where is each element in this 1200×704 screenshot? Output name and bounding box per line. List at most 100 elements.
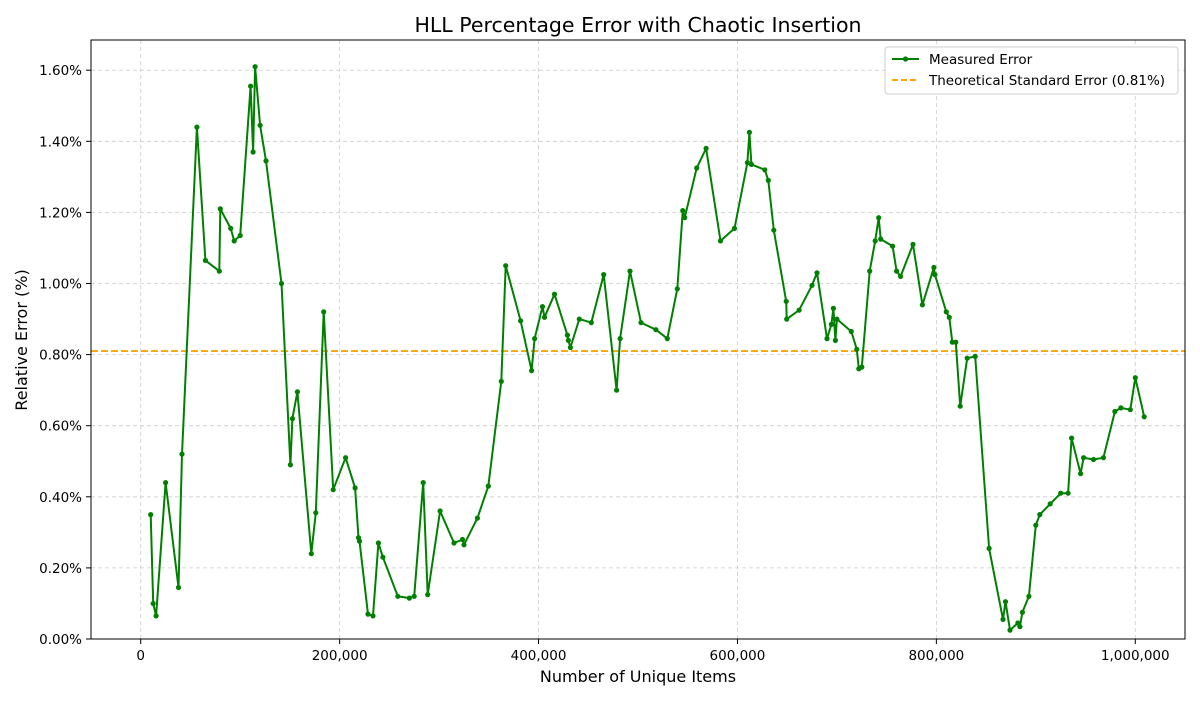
data-point bbox=[395, 593, 401, 599]
data-point bbox=[541, 314, 548, 320]
data-point bbox=[420, 480, 426, 486]
data-point bbox=[638, 320, 644, 326]
data-point bbox=[953, 339, 959, 345]
data-point bbox=[498, 378, 504, 384]
data-point bbox=[564, 332, 571, 338]
data-point bbox=[529, 368, 535, 374]
data-point bbox=[565, 337, 572, 343]
data-point bbox=[459, 536, 466, 543]
data-point bbox=[532, 336, 538, 342]
data-point bbox=[748, 161, 755, 167]
data-point bbox=[313, 510, 319, 516]
y-tick-label: 1.60% bbox=[39, 63, 82, 79]
data-point bbox=[919, 302, 926, 308]
data-point bbox=[1058, 490, 1064, 496]
data-point bbox=[1002, 599, 1009, 605]
data-point bbox=[694, 165, 700, 171]
data-point bbox=[854, 346, 860, 352]
chart-title: HLL Percentage Error with Chaotic Insert… bbox=[414, 13, 861, 37]
data-point bbox=[1090, 456, 1097, 463]
data-point bbox=[814, 270, 820, 276]
data-point bbox=[248, 83, 254, 89]
data-point bbox=[910, 241, 916, 247]
y-tick-label: 1.40% bbox=[39, 134, 82, 150]
data-point bbox=[576, 316, 582, 322]
data-point bbox=[1132, 375, 1138, 381]
data-point bbox=[352, 485, 358, 491]
data-point bbox=[957, 403, 963, 409]
data-point bbox=[601, 272, 607, 278]
data-point bbox=[1078, 471, 1084, 477]
data-point bbox=[859, 364, 865, 370]
data-point bbox=[437, 508, 443, 514]
data-point bbox=[878, 236, 884, 242]
data-point bbox=[343, 455, 349, 461]
data-point bbox=[252, 64, 258, 70]
x-tick-label: 0 bbox=[136, 648, 145, 664]
y-tick-label: 1.00% bbox=[39, 277, 82, 293]
legend-series-label: Measured Error bbox=[929, 52, 1033, 68]
data-point bbox=[179, 451, 185, 457]
data-point bbox=[1081, 455, 1087, 461]
data-point bbox=[153, 613, 159, 619]
data-point bbox=[744, 160, 751, 166]
data-point bbox=[894, 268, 900, 274]
data-point bbox=[330, 487, 336, 493]
data-point bbox=[784, 316, 790, 322]
data-point bbox=[765, 177, 771, 183]
x-tick-label: 400,000 bbox=[511, 648, 567, 664]
data-point bbox=[1127, 407, 1133, 413]
data-point bbox=[518, 318, 524, 324]
data-point bbox=[890, 243, 896, 249]
data-point bbox=[1019, 609, 1025, 615]
legend-series-marker bbox=[902, 56, 909, 62]
data-point bbox=[485, 483, 491, 489]
data-point bbox=[474, 515, 480, 521]
data-point bbox=[946, 314, 952, 320]
data-point bbox=[551, 291, 558, 297]
data-point bbox=[1112, 408, 1118, 415]
data-point bbox=[289, 416, 295, 422]
data-point bbox=[217, 206, 223, 212]
data-point bbox=[1065, 490, 1071, 496]
data-point bbox=[898, 273, 904, 279]
data-point bbox=[287, 462, 293, 468]
data-point bbox=[451, 540, 457, 546]
data-point bbox=[1141, 414, 1147, 420]
y-tick-label: 1.20% bbox=[39, 205, 82, 221]
data-point bbox=[1007, 627, 1013, 633]
data-point bbox=[263, 158, 269, 164]
y-axis-label: Relative Error (%) bbox=[12, 269, 31, 410]
legend-reference-label: Theoretical Standard Error (0.81%) bbox=[928, 73, 1165, 89]
x-tick-label: 800,000 bbox=[908, 648, 964, 664]
data-point bbox=[627, 268, 633, 274]
x-axis-ticks: 0 200,000 400,000 600,000 800,000 1,000,000 bbox=[136, 639, 1170, 664]
plot-frame bbox=[90, 39, 1186, 640]
data-point bbox=[872, 238, 878, 244]
data-point bbox=[425, 592, 431, 598]
data-point bbox=[202, 257, 208, 263]
data-point bbox=[148, 511, 154, 518]
data-point bbox=[746, 129, 753, 135]
data-point bbox=[682, 215, 688, 221]
data-point bbox=[150, 600, 156, 607]
data-point bbox=[986, 545, 992, 552]
x-tick-label: 200,000 bbox=[312, 648, 368, 664]
data-point bbox=[867, 268, 873, 274]
data-point bbox=[250, 149, 256, 155]
data-point bbox=[653, 327, 659, 333]
data-point bbox=[231, 238, 237, 244]
y-axis-ticks: 0.00% 0.20% 0.40% 0.60% 0.80% 1.00% 1.20% 1.40%… bbox=[39, 63, 91, 648]
y-tick-label: 0.40% bbox=[39, 490, 82, 506]
data-point bbox=[321, 309, 327, 315]
data-point bbox=[411, 593, 417, 599]
data-point bbox=[1118, 405, 1124, 411]
data-point bbox=[370, 613, 376, 619]
data-point bbox=[824, 336, 830, 342]
data-point bbox=[809, 282, 815, 288]
data-point bbox=[365, 611, 371, 617]
data-point bbox=[664, 336, 670, 342]
x-tick-label: 1,000,000 bbox=[1101, 648, 1170, 664]
